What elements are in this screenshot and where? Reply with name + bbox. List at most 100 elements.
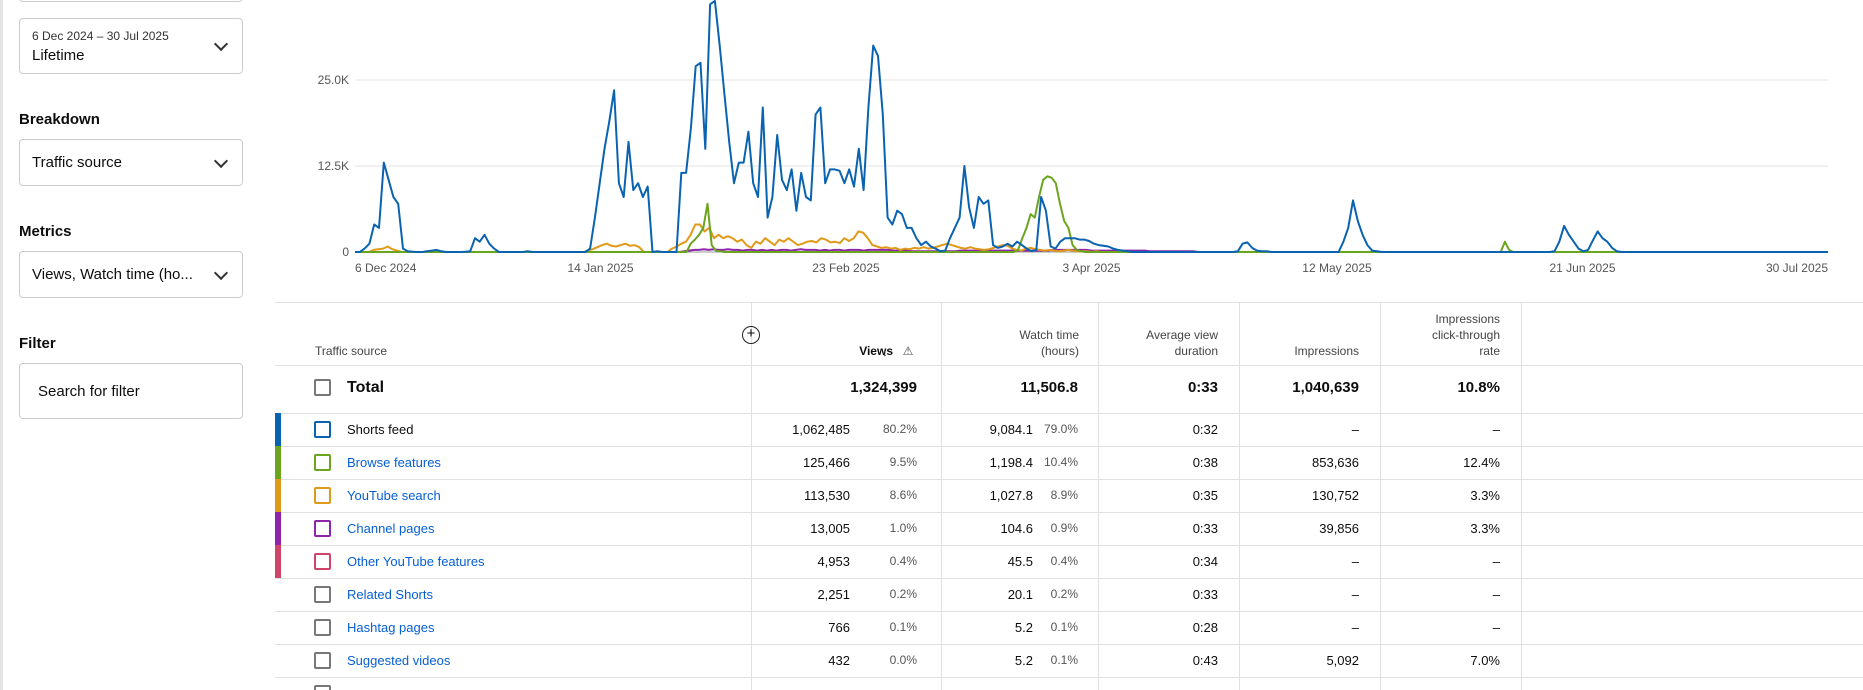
col-divider	[751, 302, 752, 690]
header-traffic-source[interactable]: Traffic source	[315, 344, 388, 358]
watch-time-value: 5.2	[1014, 620, 1033, 635]
row-checkbox[interactable]	[314, 586, 331, 603]
row-checkbox[interactable]	[314, 520, 331, 537]
header-views[interactable]: Views	[835, 343, 893, 359]
ctr-value: –	[1492, 422, 1500, 437]
left-border	[0, 0, 3, 690]
header-watch-time-line1: Watch time	[1019, 328, 1079, 342]
filter-search-input[interactable]: Search for filter	[19, 363, 243, 419]
chevron-down-icon	[213, 265, 229, 280]
impressions-value: –	[1351, 620, 1359, 635]
series-line-shorts	[355, 0, 1828, 253]
x-tick-label: 23 Feb 2025	[812, 261, 880, 275]
col-divider	[1521, 302, 1522, 690]
watch-time-value: 45.5	[1007, 554, 1033, 569]
ctr-value: 12.4%	[1463, 455, 1500, 470]
watch-time-percent: 10.4%	[1043, 455, 1078, 469]
ctr-value: –	[1492, 554, 1500, 569]
x-tick-label: 6 Dec 2024	[355, 261, 417, 275]
header-ctr[interactable]: Impressions click-through rate	[1385, 311, 1500, 359]
metrics-value: Views, Watch time (ho...	[32, 266, 193, 283]
avg-view-duration-value: 0:35	[1192, 488, 1218, 503]
views-value: 1,062,485	[792, 422, 850, 437]
row-checkbox[interactable]	[314, 652, 331, 669]
traffic-source-name[interactable]: Hashtag pages	[347, 620, 435, 635]
series-color-bar	[275, 413, 281, 446]
row-checkbox[interactable]	[314, 487, 331, 504]
header-watch-time[interactable]: Watch time (hours)	[955, 327, 1079, 359]
warning-icon[interactable]: ⚠	[902, 344, 914, 358]
series-color-bar	[275, 578, 281, 611]
table-row: Related Shorts 2,251 0.2% 20.1 0.2% 0:33…	[275, 578, 1863, 611]
views-percent: 0.1%	[889, 620, 917, 634]
table-row: YouTube search 113,530 8.6% 1,027.8 8.9%…	[275, 479, 1863, 512]
total-label: Total	[347, 379, 385, 396]
filter-placeholder: Search for filter	[38, 383, 140, 400]
sort-down-icon[interactable]: ↓	[882, 345, 888, 359]
views-percent: 9.5%	[889, 455, 917, 469]
row-divider	[275, 446, 1863, 447]
header-ctr-line3: rate	[1479, 344, 1500, 358]
row-checkbox[interactable]	[314, 619, 331, 636]
views-percent: 8.6%	[889, 488, 917, 502]
breakdown-dropdown[interactable]: Traffic source	[19, 139, 243, 186]
traffic-source-name[interactable]: Suggested videos	[347, 653, 451, 668]
header-ctr-line2: click-through	[1431, 328, 1500, 342]
traffic-source-name: Shorts feed	[347, 422, 414, 437]
avg-view-duration-value: 0:34	[1192, 554, 1218, 569]
avg-view-duration-value: 0:43	[1192, 653, 1218, 668]
views-value: 125,466	[803, 455, 850, 470]
watch-time-percent: 0.1%	[1050, 620, 1078, 634]
metrics-label: Metrics	[19, 223, 72, 240]
row-checkbox[interactable]	[314, 685, 331, 690]
row-divider	[275, 413, 1863, 414]
header-bottom-border	[275, 365, 1863, 366]
ctr-value: 3.3%	[1470, 521, 1500, 536]
avg-view-duration-value: 0:33	[1192, 521, 1218, 536]
row-divider	[275, 611, 1863, 612]
row-checkbox[interactable]	[314, 553, 331, 570]
y-tick-label: 25.0K	[318, 73, 349, 87]
impressions-value: –	[1351, 422, 1359, 437]
avg-view-duration-value: 0:33	[1192, 587, 1218, 602]
impressions-value: 853,636	[1312, 455, 1359, 470]
row-divider	[275, 479, 1863, 480]
views-value: 13,005	[810, 521, 850, 536]
series-color-bar	[275, 446, 281, 479]
header-avg-view-duration[interactable]: Average view duration	[1105, 327, 1218, 359]
header-views-label: Views	[859, 344, 893, 358]
impressions-value: –	[1351, 587, 1359, 602]
traffic-source-name[interactable]: YouTube search	[347, 488, 441, 503]
series-color-bar	[275, 545, 281, 578]
total-checkbox[interactable]	[314, 379, 331, 396]
x-tick-label: 12 May 2025	[1302, 261, 1372, 275]
avg-view-duration-value: 0:28	[1192, 620, 1218, 635]
total-watch-time: 11,506.8	[1020, 379, 1078, 396]
impressions-value: 5,092	[1326, 653, 1359, 668]
add-metric-icon[interactable]: +	[742, 326, 760, 344]
date-range-dropdown[interactable]: 6 Dec 2024 – 30 Jul 2025 Lifetime	[19, 18, 243, 74]
breakdown-value: Traffic source	[32, 154, 123, 171]
row-checkbox[interactable]	[314, 421, 331, 438]
header-impressions[interactable]: Impressions	[1294, 344, 1359, 358]
total-avg-view-duration: 0:33	[1187, 379, 1218, 396]
chevron-down-icon	[213, 36, 229, 52]
avg-view-duration-value: 0:32	[1192, 422, 1218, 437]
watch-time-percent: 0.9%	[1050, 521, 1078, 535]
traffic-source-name[interactable]: Browse features	[347, 455, 441, 470]
traffic-source-name[interactable]: Related Shorts	[347, 587, 433, 602]
watch-time-percent: 79.0%	[1043, 422, 1078, 436]
traffic-source-name[interactable]: Other YouTube features	[347, 554, 485, 569]
row-divider	[275, 677, 1863, 678]
series-color-bar	[275, 644, 281, 677]
traffic-source-name[interactable]: Channel pages	[347, 521, 435, 536]
impressions-value: 39,856	[1319, 521, 1359, 536]
filter-label: Filter	[19, 335, 56, 352]
col-divider	[1380, 302, 1381, 690]
views-value: 2,251	[817, 587, 850, 602]
date-preset-text: Lifetime	[32, 47, 85, 64]
table-row: Other YouTube features 4,953 0.4% 45.5 0…	[275, 545, 1863, 578]
metrics-dropdown[interactable]: Views, Watch time (ho...	[19, 251, 243, 298]
row-checkbox[interactable]	[314, 454, 331, 471]
